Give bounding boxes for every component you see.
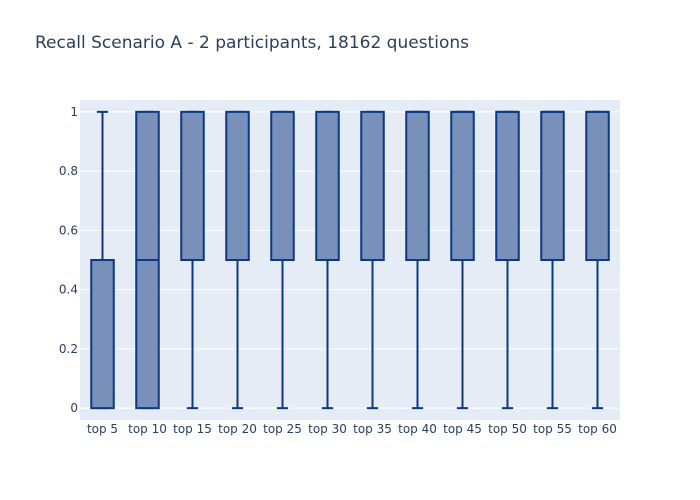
box-iqr: [585, 110, 610, 261]
box-iqr: [180, 110, 205, 261]
plot-area: [80, 100, 620, 420]
x-tick-label: top 50: [488, 422, 527, 436]
y-tick-label: 0.2: [59, 342, 78, 356]
y-tick-label: 0: [70, 401, 78, 415]
box-iqr: [495, 110, 520, 261]
x-tick-label: top 20: [218, 422, 257, 436]
x-tick-label: top 30: [308, 422, 347, 436]
box-iqr: [270, 110, 295, 261]
x-tick-label: top 25: [263, 422, 302, 436]
x-tick-label: top 5: [87, 422, 118, 436]
x-tick-label: top 35: [353, 422, 392, 436]
box-iqr: [360, 110, 385, 261]
box-iqr: [540, 110, 565, 261]
y-tick-label: 0.8: [59, 164, 78, 178]
box-iqr: [450, 110, 475, 261]
x-tick-label: top 60: [578, 422, 617, 436]
x-tick-label: top 45: [443, 422, 482, 436]
box-iqr: [315, 110, 340, 261]
x-tick-label: top 55: [533, 422, 572, 436]
y-tick-label: 0.6: [59, 223, 78, 237]
x-tick-label: top 15: [173, 422, 212, 436]
y-tick-label: 1: [70, 105, 78, 119]
chart-title: Recall Scenario A - 2 participants, 1816…: [35, 33, 469, 53]
box-iqr: [90, 259, 115, 410]
y-tick-label: 0.4: [59, 283, 78, 297]
x-tick-label: top 40: [398, 422, 437, 436]
box-iqr: [405, 110, 430, 261]
x-tick-label: top 10: [128, 422, 167, 436]
box-iqr: [225, 110, 250, 261]
